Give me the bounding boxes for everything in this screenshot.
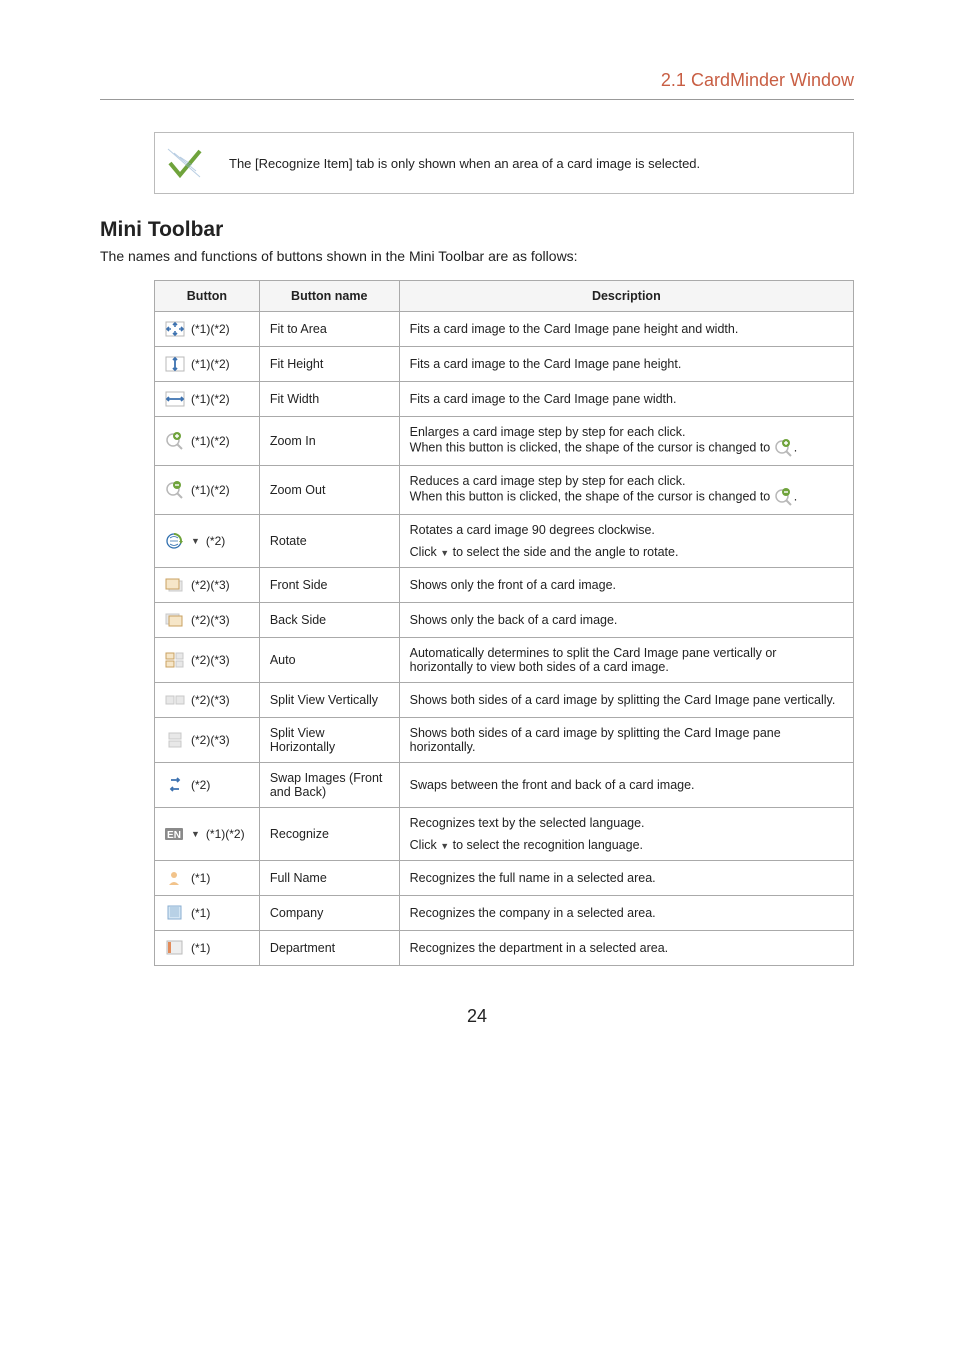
zoom-in-icon [165, 432, 185, 450]
footnote-ref: (*1)(*2) [191, 483, 230, 497]
footnote-ref: (*1) [191, 906, 210, 920]
fit-to-area-icon [165, 320, 185, 338]
footnote-ref: (*1)(*2) [191, 434, 230, 448]
col-button-name: Button name [259, 281, 399, 312]
table-row: (*1) Full Name Recognizes the full name … [155, 861, 854, 896]
description: Rotates a card image 90 degrees clockwis… [399, 515, 853, 568]
swap-images-icon [165, 776, 185, 794]
footnote-ref: (*2)(*3) [191, 693, 230, 707]
table-row: (*2)(*3) Split View Horizontally Shows b… [155, 718, 854, 763]
table-row: (*2)(*3) Auto Automatically determines t… [155, 638, 854, 683]
footnote-ref: (*2)(*3) [191, 578, 230, 592]
description: Fits a card image to the Card Image pane… [399, 312, 853, 347]
footnote-ref: (*2) [191, 778, 210, 792]
auto-split-icon [165, 651, 185, 669]
table-row: (*2) Swap Images (Front and Back) Swaps … [155, 763, 854, 808]
fit-height-icon [165, 355, 185, 373]
zoom-out-icon [165, 481, 185, 499]
description: Recognizes text by the selected language… [399, 808, 853, 861]
button-name: Recognize [259, 808, 399, 861]
footnote-ref: (*2) [206, 534, 225, 548]
footnote-ref: (*2)(*3) [191, 613, 230, 627]
button-name: Back Side [259, 603, 399, 638]
fit-width-icon [165, 390, 185, 408]
section-label: 2.1 CardMinder Window [100, 70, 854, 91]
table-row: (*1) Company Recognizes the company in a… [155, 896, 854, 931]
department-icon [165, 939, 185, 957]
description: Recognizes the department in a selected … [399, 931, 853, 966]
description: Shows only the back of a card image. [399, 603, 853, 638]
button-name: Company [259, 896, 399, 931]
button-name: Auto [259, 638, 399, 683]
table-row: (*1) Department Recognizes the departmen… [155, 931, 854, 966]
col-description: Description [399, 281, 853, 312]
table-row: (*1)(*2) Fit Height Fits a card image to… [155, 347, 854, 382]
footnote-ref: (*1) [191, 941, 210, 955]
description: Fits a card image to the Card Image pane… [399, 347, 853, 382]
front-side-icon [165, 576, 185, 594]
button-name: Zoom Out [259, 466, 399, 515]
table-row: (*1)(*2) Fit to Area Fits a card image t… [155, 312, 854, 347]
check-icon [166, 145, 206, 181]
note-box: The [Recognize Item] tab is only shown w… [154, 132, 854, 194]
divider [100, 99, 854, 100]
note-text: The [Recognize Item] tab is only shown w… [217, 146, 853, 181]
full-name-icon [165, 869, 185, 887]
description: Shows both sides of a card image by spli… [399, 718, 853, 763]
footnote-ref: (*1)(*2) [191, 392, 230, 406]
description: Shows both sides of a card image by spli… [399, 683, 853, 718]
description: Reduces a card image step by step for ea… [399, 466, 853, 515]
button-name: Fit Width [259, 382, 399, 417]
button-name: Split View Vertically [259, 683, 399, 718]
footnote-ref: (*1)(*2) [206, 827, 245, 841]
table-row: (*2)(*3) Back Side Shows only the back o… [155, 603, 854, 638]
page-number: 24 [100, 1006, 854, 1027]
description: Recognizes the full name in a selected a… [399, 861, 853, 896]
back-side-icon [165, 611, 185, 629]
button-name: Front Side [259, 568, 399, 603]
recognize-lang-icon [165, 825, 185, 843]
table-row: (*2)(*3) Split View Vertically Shows bot… [155, 683, 854, 718]
company-icon [165, 904, 185, 922]
description: Swaps between the front and back of a ca… [399, 763, 853, 808]
description: Recognizes the company in a selected are… [399, 896, 853, 931]
mini-toolbar-table: Button Button name Description (*1)(*2) … [154, 280, 854, 966]
description: Fits a card image to the Card Image pane… [399, 382, 853, 417]
col-button: Button [155, 281, 260, 312]
split-vert-icon [165, 691, 185, 709]
footnote-ref: (*1) [191, 871, 210, 885]
button-name: Fit to Area [259, 312, 399, 347]
button-name: Split View Horizontally [259, 718, 399, 763]
table-row: ▼ (*2) Rotate Rotates a card image 90 de… [155, 515, 854, 568]
table-row: (*1)(*2) Zoom In Enlarges a card image s… [155, 417, 854, 466]
chevron-down-icon: ▼ [191, 829, 200, 839]
footnote-ref: (*2)(*3) [191, 733, 230, 747]
split-horiz-icon [165, 731, 185, 749]
button-name: Zoom In [259, 417, 399, 466]
table-row: (*1)(*2) Fit Width Fits a card image to … [155, 382, 854, 417]
footnote-ref: (*2)(*3) [191, 653, 230, 667]
footnote-ref: (*1)(*2) [191, 357, 230, 371]
table-row: (*2)(*3) Front Side Shows only the front… [155, 568, 854, 603]
description: Shows only the front of a card image. [399, 568, 853, 603]
button-name: Swap Images (Front and Back) [259, 763, 399, 808]
intro-text: The names and functions of buttons shown… [100, 248, 854, 264]
button-name: Fit Height [259, 347, 399, 382]
mini-toolbar-heading: Mini Toolbar [100, 218, 854, 242]
chevron-down-icon: ▼ [191, 536, 200, 546]
table-row: ▼ (*1)(*2) Recognize Recognizes text by … [155, 808, 854, 861]
table-row: (*1)(*2) Zoom Out Reduces a card image s… [155, 466, 854, 515]
button-name: Rotate [259, 515, 399, 568]
description: Enlarges a card image step by step for e… [399, 417, 853, 466]
rotate-icon [165, 532, 185, 550]
button-name: Department [259, 931, 399, 966]
button-name: Full Name [259, 861, 399, 896]
description: Automatically determines to split the Ca… [399, 638, 853, 683]
footnote-ref: (*1)(*2) [191, 322, 230, 336]
